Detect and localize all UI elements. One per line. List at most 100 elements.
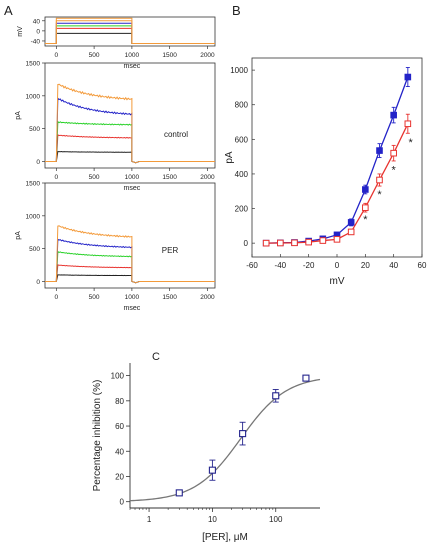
x-axis-label: msec <box>124 305 141 312</box>
protocol-chart: 0 500 1000 1500 2000 40 0 -40 mV msec <box>17 16 216 70</box>
x-axis-label: msec <box>124 63 141 70</box>
y-axis-label: mV <box>17 26 24 37</box>
y-tick-label: 500 <box>29 126 40 133</box>
condition-label: control <box>164 130 188 139</box>
x-tick-label: -60 <box>246 261 258 270</box>
data-point <box>390 149 397 157</box>
x-tick-label: 500 <box>89 174 100 181</box>
y-tick-label: 1000 <box>230 66 248 75</box>
y-tick-label: 1000 <box>26 213 41 220</box>
protocol-step-trace <box>45 20 215 44</box>
data-point <box>404 73 412 81</box>
y-axis-label: pA <box>15 231 22 240</box>
x-tick-label: 20 <box>361 261 370 270</box>
y-tick-label: 0 <box>36 159 40 166</box>
data-point <box>404 120 412 128</box>
y-tick-label: 0 <box>120 498 125 507</box>
data-point <box>347 219 355 226</box>
data-point <box>376 176 383 184</box>
current-trace <box>45 238 215 284</box>
y-tick-label: 800 <box>235 101 249 110</box>
data-point <box>347 228 355 236</box>
significance-marker: * <box>377 189 382 201</box>
y-tick-label: 40 <box>33 18 41 25</box>
y-tick-label: 600 <box>235 135 249 144</box>
data-point <box>239 430 247 438</box>
plot-frame <box>251 57 423 258</box>
current-trace <box>45 274 215 284</box>
x-tick-label: 40 <box>389 261 398 270</box>
data-point <box>262 239 270 247</box>
current-trace <box>45 225 215 284</box>
data-point <box>291 239 298 247</box>
panel-letter-c: C <box>152 351 160 363</box>
x-tick-label: 1 <box>147 515 152 524</box>
current-trace <box>45 250 215 284</box>
x-tick-label: 2000 <box>200 174 215 181</box>
control-traces-chart: 0 500 1000 1500 2000 0 500 1000 1500 pA msec contro… <box>15 61 216 192</box>
data-point <box>277 239 284 247</box>
y-axis-label: pA <box>15 111 22 120</box>
x-tick-label: 1000 <box>125 174 140 181</box>
panel-letter-b: B <box>232 3 241 18</box>
current-trace <box>45 134 215 164</box>
y-tick-label: 0 <box>244 239 249 248</box>
x-tick-label: 2000 <box>200 294 215 301</box>
x-tick-label: 10 <box>208 515 217 524</box>
y-tick-label: 0 <box>36 279 40 286</box>
x-tick-label: 2000 <box>200 52 215 59</box>
protocol-step-trace <box>45 17 215 44</box>
data-point <box>390 111 397 119</box>
y-tick-label: 1500 <box>26 61 41 68</box>
y-tick-label: 80 <box>115 397 124 406</box>
y-tick-label: -40 <box>31 38 41 45</box>
x-tick-label: 500 <box>89 52 100 59</box>
significance-marker: * <box>392 165 397 177</box>
x-tick-label: 1000 <box>125 52 140 59</box>
current-trace <box>45 97 215 164</box>
y-tick-label: 100 <box>111 372 125 381</box>
data-point <box>208 466 216 474</box>
data-point <box>175 489 183 497</box>
y-tick-label: 400 <box>235 170 249 179</box>
data-point <box>302 374 310 382</box>
x-axis-label: [PER], μM <box>202 532 248 543</box>
data-point <box>305 238 312 246</box>
y-axis-label: pA <box>224 151 235 164</box>
current-trace <box>45 151 215 164</box>
condition-label: PER <box>162 246 179 255</box>
y-tick-label: 20 <box>115 472 124 481</box>
x-tick-label: 0 <box>55 174 59 181</box>
panel-letter-a: A <box>4 3 13 18</box>
per-traces-chart: 0 500 1000 1500 2000 0 500 1000 1500 pA msec PER <box>15 181 216 312</box>
x-axis-label: mV <box>330 276 345 287</box>
plot-frame <box>44 182 216 289</box>
x-tick-label: 0 <box>55 52 59 59</box>
plot-frame <box>44 16 216 47</box>
current-trace <box>45 83 215 164</box>
y-tick-label: 200 <box>235 205 249 214</box>
y-tick-label: 1500 <box>26 181 41 188</box>
x-tick-label: 0 <box>335 261 340 270</box>
x-tick-label: 100 <box>269 515 283 524</box>
x-tick-label: 0 <box>55 294 59 301</box>
data-point <box>362 186 369 193</box>
x-tick-label: 500 <box>89 294 100 301</box>
y-tick-label: 0 <box>36 28 40 35</box>
series-line <box>266 123 409 244</box>
iv-curve-chart: -60 -40 -20 0 20 40 6002004006008001000mVpA***… <box>224 57 427 287</box>
y-axis-label: Percentage inhibition (%) <box>92 380 103 492</box>
x-tick-label: -20 <box>303 261 315 270</box>
dose-response-chart: 1 10 100 0 20 40 60 80 100 [PER], μM Percentage in… <box>92 363 321 543</box>
significance-marker: * <box>409 137 414 149</box>
x-tick-label: -40 <box>275 261 287 270</box>
plot-frame <box>44 62 216 169</box>
current-trace <box>45 264 215 284</box>
x-tick-label: 1500 <box>162 52 177 59</box>
y-tick-label: 40 <box>115 447 124 456</box>
data-point <box>272 392 280 400</box>
significance-marker: * <box>363 214 368 226</box>
protocol-step-trace <box>45 32 215 44</box>
data-point <box>319 237 327 244</box>
